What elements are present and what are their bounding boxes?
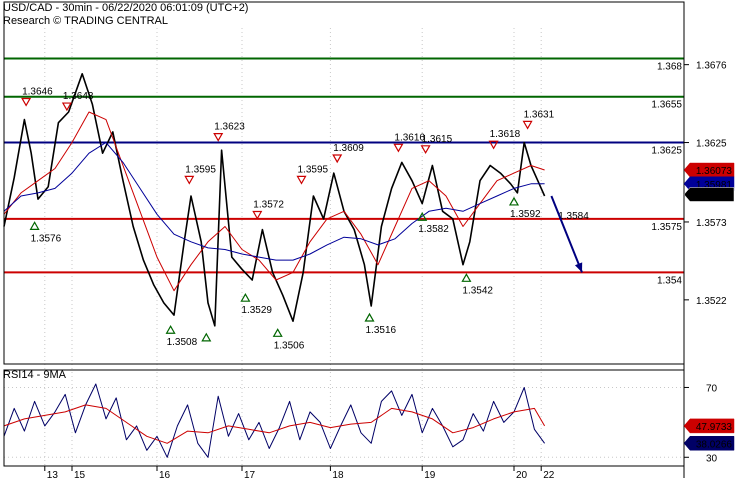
level-label: 1.368	[657, 62, 682, 73]
rsi-series-rsi	[3, 383, 546, 458]
low-marker-icon	[240, 292, 251, 302]
x-tick-label: 20	[516, 470, 528, 480]
rsi-y-tick-label: 30	[706, 453, 718, 464]
low-marker-icon	[508, 196, 520, 206]
price-marker-ma_fast-label: 1.36073	[696, 166, 733, 177]
series-layer	[3, 73, 546, 458]
rsi-marker-rsi_ma-label: 47.9733	[696, 422, 733, 433]
low-marker-icon	[417, 212, 428, 221]
low-marker-icon	[165, 325, 176, 334]
high-label: 1.3595	[298, 164, 329, 175]
axis-layer: 13 15 16 17 18 19 20 22 1.3676 1.3625 1.3573 1.3522…	[3, 1, 727, 480]
high-marker-icon	[184, 175, 195, 185]
level-label: 1.3625	[651, 146, 682, 157]
high-marker-icon	[420, 145, 431, 155]
high-label: 1.3618	[490, 129, 521, 140]
rsi-marker-rsi_ma-tag	[683, 418, 735, 434]
level-layer: 1.368 1.3655 1.3625 1.3575 1.354	[4, 57, 684, 286]
y-tick-label: 1.3676	[696, 61, 727, 72]
high-label: 1.3643	[63, 91, 94, 102]
low-label: 1.3506	[274, 340, 305, 351]
high-marker-icon	[296, 175, 307, 185]
price-series-ma_slow	[3, 142, 545, 261]
high-marker-icon	[21, 97, 32, 107]
high-label: 1.3623	[214, 122, 245, 133]
y-tick-label: 1.3573	[696, 218, 727, 229]
chart-title: USD/CAD - 30min - 06/22/2020 06:01:09 (U…	[3, 2, 248, 14]
high-label: 1.3572	[253, 199, 284, 210]
low-marker-icon	[201, 332, 212, 342]
high-label: 1.3631	[524, 109, 555, 120]
forecast-arrow-line	[550, 195, 583, 273]
price-marker-price-tag	[683, 187, 735, 202]
high-label: 1.3616	[394, 132, 425, 143]
low-label: 1.3508	[167, 337, 198, 348]
high-marker-icon	[332, 154, 343, 164]
low-label: 1.3576	[31, 233, 62, 244]
low-marker-icon	[364, 312, 375, 322]
chart-subtitle: Research © TRADING CENTRAL	[3, 15, 168, 27]
price-series-price	[3, 73, 546, 327]
high-label: 1.3609	[333, 143, 364, 154]
rsi-marker-rsi-tag	[683, 436, 735, 451]
level-label: 1.3575	[651, 222, 682, 233]
y-tick-label: 1.3625	[696, 139, 727, 150]
x-tick-label: 15	[74, 470, 86, 480]
x-tick-label: 19	[424, 470, 436, 480]
level-note-label: 1.3584	[558, 211, 589, 222]
high-marker-icon	[393, 143, 404, 153]
low-marker-icon	[461, 273, 472, 282]
low-marker-icon	[29, 221, 40, 230]
price-series-ma_fast	[3, 111, 545, 292]
rsi-series-rsi_ma	[3, 404, 546, 444]
low-label: 1.3516	[366, 325, 397, 336]
price-marker-ma_slow-label: 1.35981	[696, 180, 733, 191]
y-tick-label: 1.3522	[696, 296, 727, 307]
high-label: 1.3646	[22, 86, 53, 97]
high-marker-icon	[61, 102, 72, 112]
high-marker-icon	[213, 133, 224, 142]
x-tick-label: 17	[244, 470, 256, 480]
x-tick-label: 16	[159, 470, 171, 480]
high-marker-icon	[252, 210, 263, 220]
level-label: 1.354	[657, 275, 682, 286]
low-label: 1.3582	[418, 224, 449, 235]
rsi-panel-title: RSI14 - 9MA	[3, 369, 67, 381]
low-label: 1.3542	[462, 285, 493, 296]
rsi-marker-rsi-label: 38.0266	[696, 439, 733, 450]
x-tick-label: 18	[332, 470, 344, 480]
low-label: 1.3592	[510, 209, 541, 220]
price-marker-ma_fast-tag	[683, 162, 735, 178]
high-marker-icon	[522, 120, 533, 130]
annotation-layer: 1.3646 1.3643 1.3576 1.3623 1.3595 1.3508 1.35…	[21, 86, 589, 351]
forecast-arrow-head-icon	[574, 262, 583, 273]
high-label: 1.3615	[422, 134, 453, 145]
x-tick-label: 13	[47, 470, 59, 480]
low-label: 1.3529	[241, 305, 272, 316]
level-label: 1.3655	[651, 100, 682, 111]
low-marker-icon	[272, 328, 283, 337]
rsi-y-tick-label: 70	[706, 383, 718, 394]
x-tick-label: 22	[543, 470, 555, 480]
price-marker-price-label: 1.3591	[701, 190, 732, 201]
high-marker-icon	[488, 140, 499, 150]
grid-layer	[4, 28, 684, 466]
high-label: 1.3595	[185, 164, 216, 175]
